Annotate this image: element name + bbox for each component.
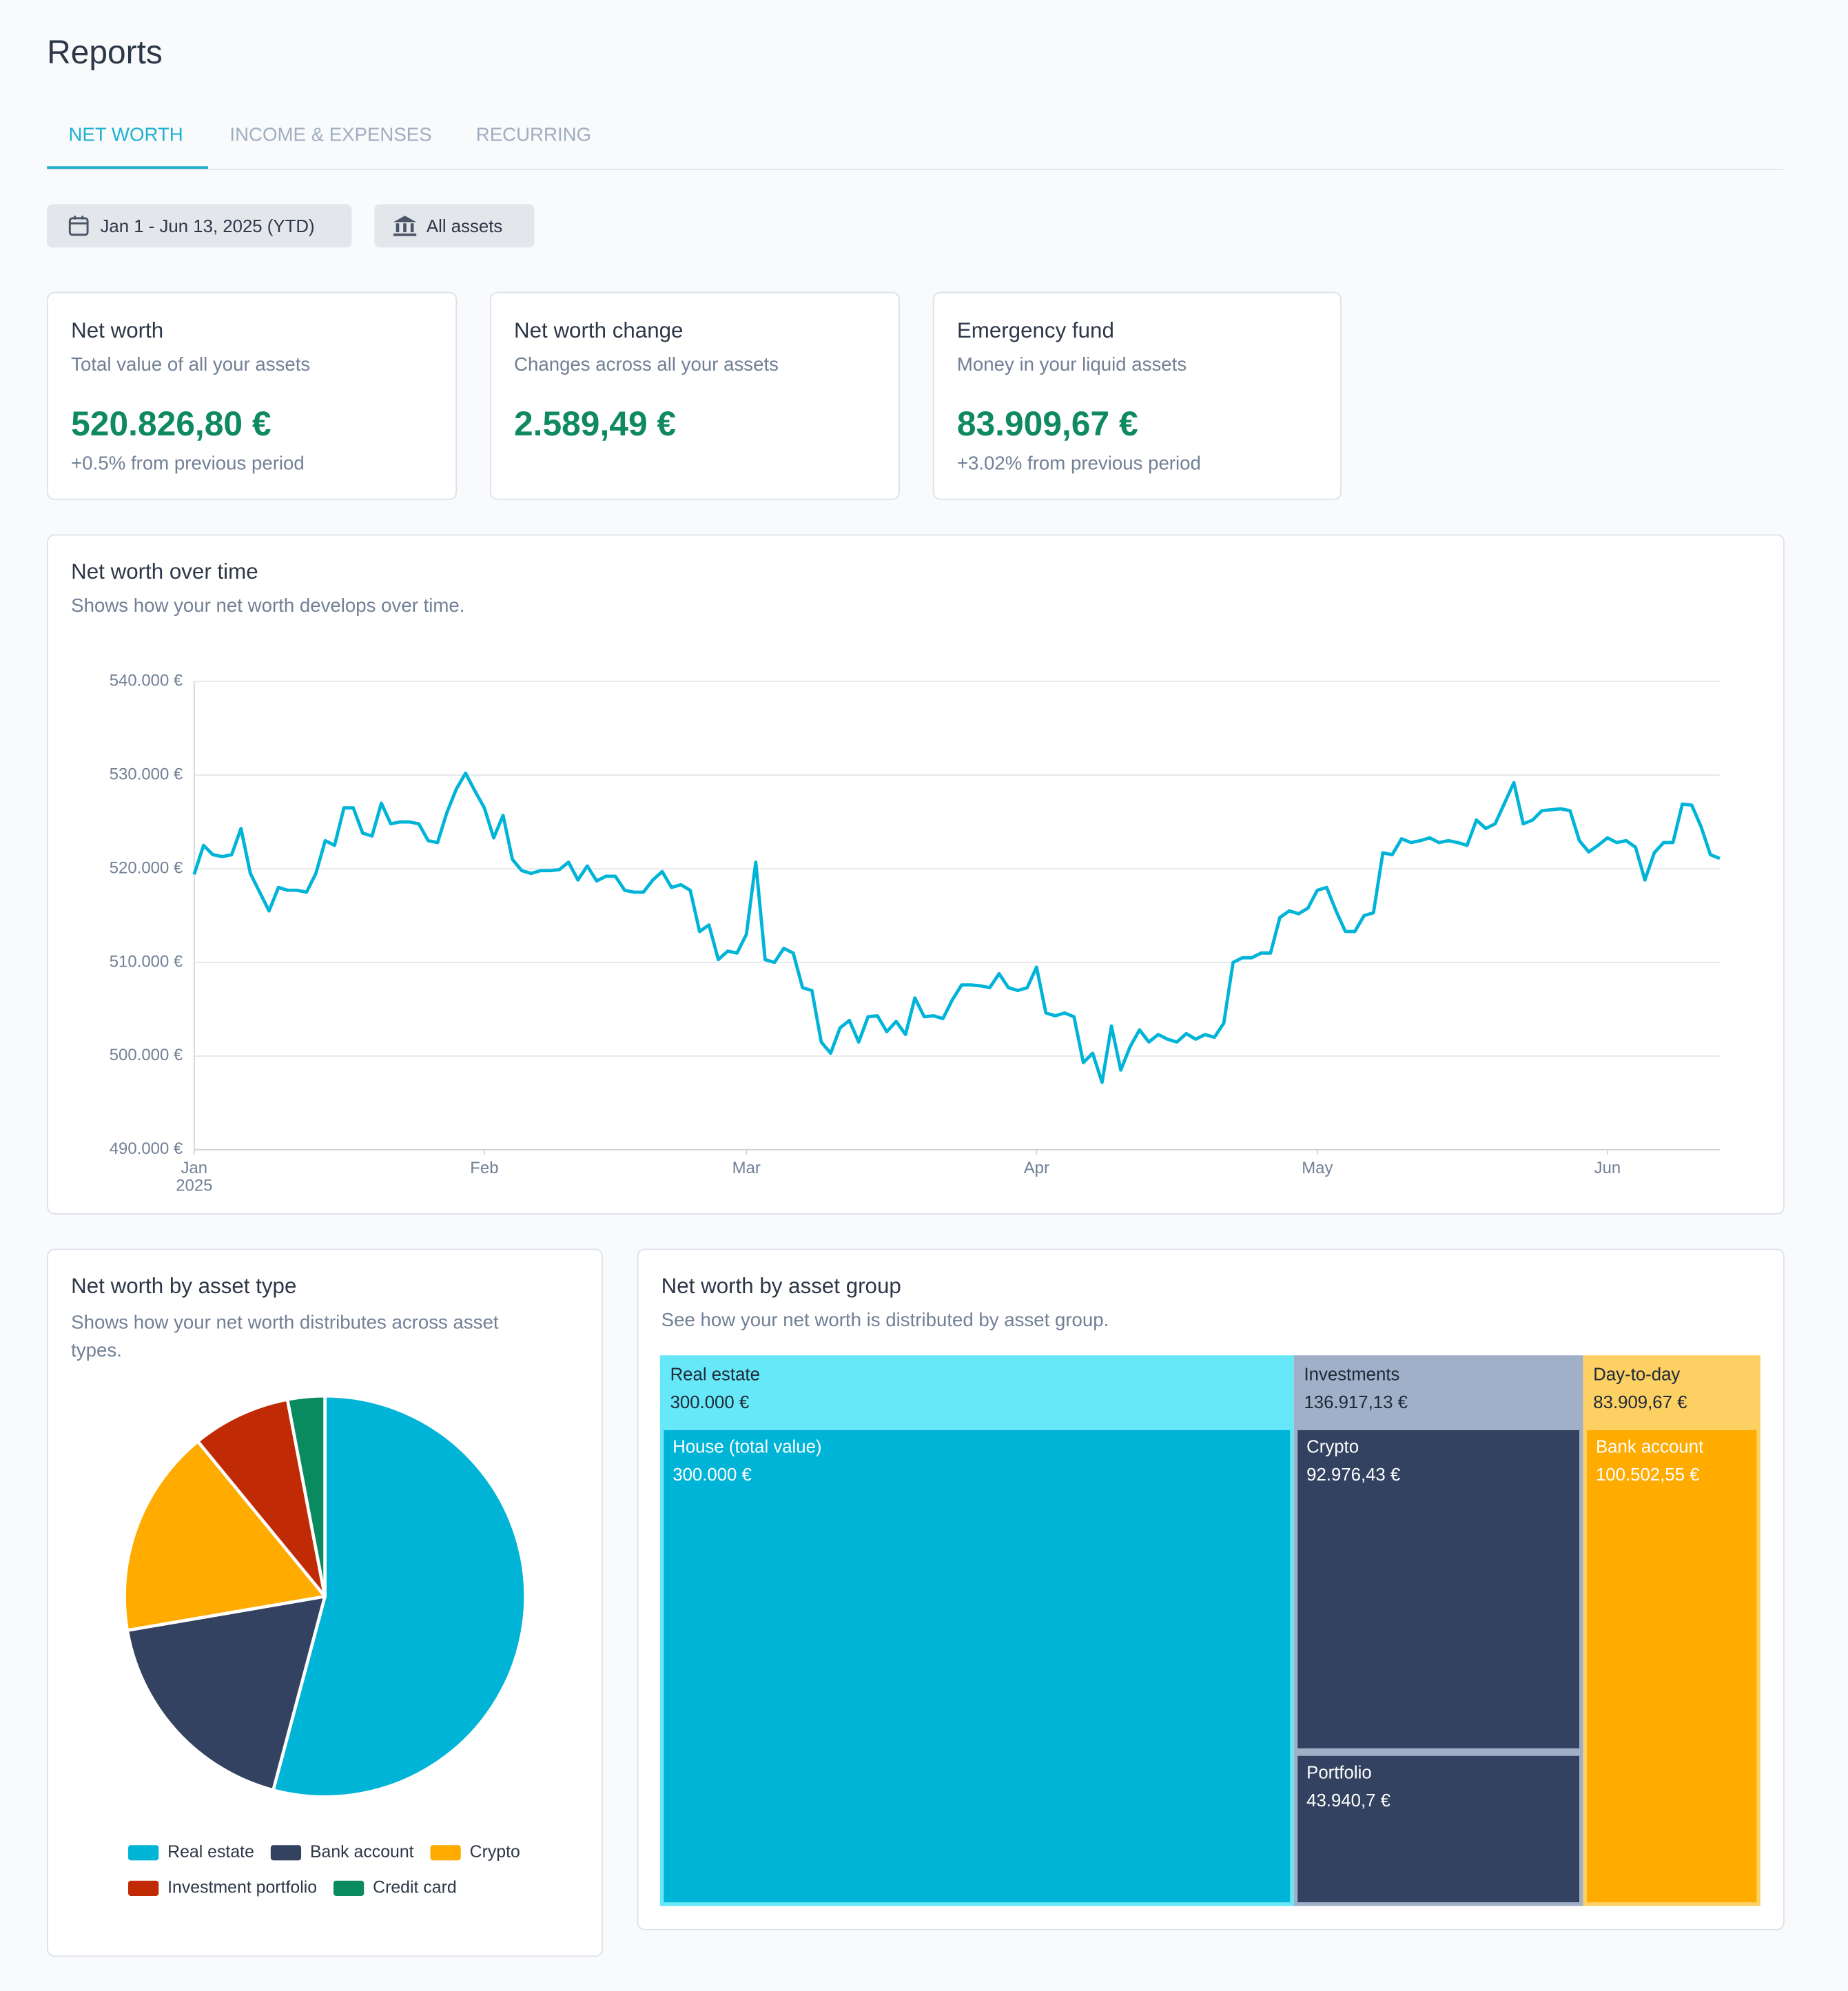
- y-tick-label: 510.000 €: [110, 952, 183, 971]
- card-change: +0.5% from previous period: [71, 453, 305, 475]
- y-tick-label: 540.000 €: [110, 671, 183, 690]
- tab-divider: [47, 168, 1784, 170]
- group-value: 136.917,13 €: [1304, 1393, 1407, 1412]
- chart-title: Net worth by asset type: [71, 1274, 297, 1299]
- pie-slice: [123, 1439, 327, 1632]
- tab-underline: [47, 166, 209, 169]
- x-tick-label: Mar: [732, 1159, 761, 1177]
- date-filter-label: Jan 1 - Jun 13, 2025 (YTD): [100, 216, 315, 236]
- chart-subtitle: See how your net worth is distributed by…: [661, 1309, 1109, 1332]
- card-change: +3.02% from previous period: [956, 453, 1201, 475]
- bank-icon: [393, 216, 417, 236]
- chart-title: Net worth by asset group: [661, 1274, 901, 1299]
- legend-label: Credit card: [373, 1877, 457, 1897]
- card-title: Emergency fund: [956, 318, 1114, 343]
- legend-swatch: [128, 1880, 159, 1896]
- tab[interactable]: NET WORTH: [68, 124, 183, 146]
- group-name: Day-to-day: [1593, 1365, 1680, 1385]
- asset-filter-label: All assets: [426, 216, 503, 236]
- group-value: 300.000 €: [670, 1393, 750, 1412]
- net-worth-line: [192, 771, 1721, 1084]
- x-year-label: 2025: [176, 1177, 212, 1195]
- treemap-cell: [664, 1430, 1291, 1903]
- page-title: Reports: [47, 32, 163, 72]
- legend-label: Crypto: [470, 1842, 520, 1861]
- card-subtitle: Total value of all your assets: [71, 353, 311, 376]
- cell-name: House (total value): [673, 1438, 821, 1457]
- cell-name: Crypto: [1306, 1438, 1359, 1457]
- legend-swatch: [430, 1845, 461, 1861]
- asset-filter[interactable]: All assets: [374, 204, 535, 248]
- x-tick-label: Jun: [1594, 1159, 1621, 1177]
- treemap-cell: [1297, 1430, 1580, 1748]
- line-chart-card: Net worth over time Shows how your net w…: [47, 534, 1785, 1215]
- chart-subtitle: Shows how your net worth develops over t…: [71, 595, 465, 617]
- cell-value: 300.000 €: [673, 1465, 752, 1485]
- card-subtitle: Money in your liquid assets: [956, 353, 1187, 376]
- legend-swatch: [128, 1845, 159, 1861]
- legend-label: Real estate: [167, 1842, 254, 1861]
- stat-card: Emergency fund Money in your liquid asse…: [932, 291, 1342, 500]
- treemap-cell: [1297, 1755, 1580, 1903]
- stat-card: Net worth Total value of all your assets…: [47, 291, 458, 500]
- tab[interactable]: RECURRING: [475, 124, 592, 146]
- chart-title: Net worth over time: [71, 559, 258, 584]
- y-tick-label: 520.000 €: [110, 858, 183, 877]
- tab[interactable]: INCOME & EXPENSES: [229, 124, 432, 146]
- cell-name: Bank account: [1596, 1438, 1703, 1457]
- group-name: Investments: [1304, 1365, 1399, 1385]
- card-title: Net worth: [71, 318, 164, 343]
- card-value: 520.826,80 €: [71, 404, 271, 443]
- pie-slice: [285, 1394, 327, 1598]
- x-tick-label: Feb: [470, 1159, 498, 1177]
- cell-value: 100.502,55 €: [1596, 1465, 1699, 1485]
- x-tick-label: Apr: [1024, 1159, 1049, 1177]
- date-filter[interactable]: Jan 1 - Jun 13, 2025 (YTD): [47, 204, 352, 248]
- cell-name: Portfolio: [1306, 1763, 1372, 1782]
- treemap-cell: [1587, 1430, 1757, 1903]
- legend-label: Investment portfolio: [167, 1877, 317, 1897]
- pie-slice: [271, 1394, 527, 1799]
- legend-swatch: [333, 1880, 365, 1896]
- group-name: Real estate: [670, 1365, 760, 1385]
- card-title: Net worth change: [514, 318, 684, 343]
- legend-label: Bank account: [310, 1842, 414, 1861]
- calendar-icon: [68, 216, 89, 236]
- legend-swatch: [270, 1845, 302, 1861]
- chart-subtitle: Shows how your net worth distributes acr…: [71, 1312, 499, 1362]
- x-tick-label: May: [1302, 1159, 1333, 1177]
- y-tick-label: 490.000 €: [110, 1139, 183, 1158]
- x-tick-label: Jan: [181, 1159, 208, 1177]
- y-tick-label: 500.000 €: [110, 1046, 183, 1064]
- card-subtitle: Changes across all your assets: [514, 353, 779, 376]
- cell-value: 43.940,7 €: [1306, 1791, 1390, 1811]
- cell-value: 92.976,43 €: [1306, 1465, 1400, 1485]
- y-tick-label: 530.000 €: [110, 765, 183, 783]
- pie-slice: [196, 1398, 327, 1598]
- card-value: 83.909,67 €: [956, 404, 1138, 443]
- group-value: 83.909,67 €: [1593, 1393, 1687, 1412]
- pie-slice: [125, 1594, 327, 1792]
- stat-card: Net worth change Changes across all your…: [490, 291, 900, 500]
- card-value: 2.589,49 €: [514, 404, 677, 443]
